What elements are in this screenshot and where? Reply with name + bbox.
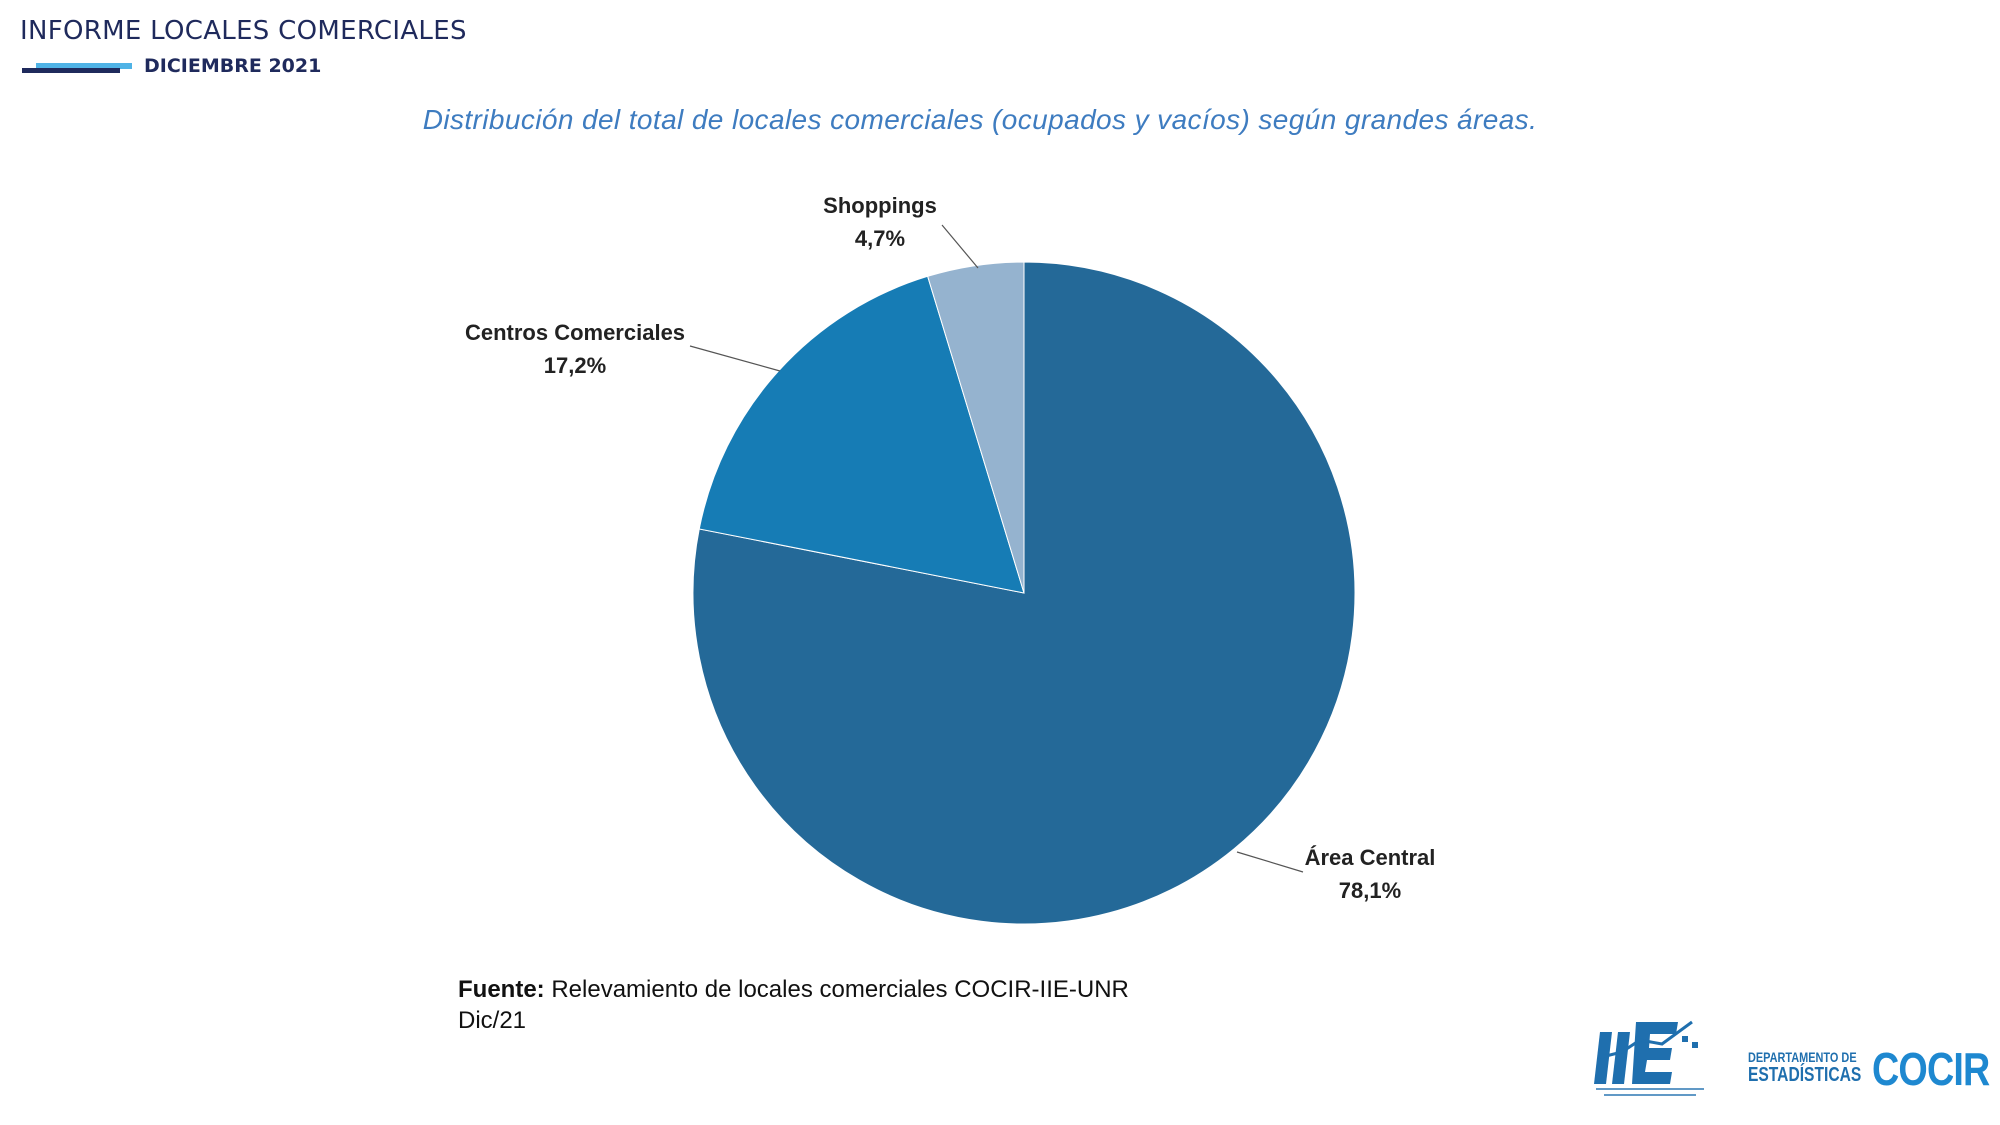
slice-value-label: 78,1% [1339, 878, 1401, 903]
source-text: Relevamiento de locales comerciales COCI… [551, 976, 1129, 1003]
chart-title: Distribución del total de locales comerc… [422, 104, 1538, 135]
header-accent-bar-light [36, 63, 132, 69]
source-date: Dic/21 [458, 1007, 527, 1034]
slice-label: Centros Comerciales [465, 320, 685, 345]
leader-line [689, 345, 781, 372]
report-title: INFORME LOCALES COMERCIALES [20, 16, 467, 46]
slice-label: Área Central [1305, 845, 1436, 870]
cocir-wordmark: COCIR [1872, 1043, 1990, 1095]
slice-value-label: 17,2% [544, 353, 606, 378]
header-accent-bar-dark [22, 68, 120, 73]
iie-logo [1594, 1020, 1704, 1096]
slice-label: Shoppings [823, 193, 937, 218]
leader-line [941, 224, 979, 269]
slice-value-label: 4,7% [855, 226, 905, 251]
department-label: DEPARTAMENTO DE ESTADÍSTICAS [1748, 1049, 1862, 1086]
source-note: Fuente: Relevamiento de locales comercia… [458, 974, 1129, 1036]
source-label: Fuente: [458, 976, 545, 1003]
pie-slice-área-central [692, 261, 1356, 925]
cocir-logo: DEPARTAMENTO DE ESTADÍSTICAS COCIR [1748, 1043, 1990, 1095]
report-date: DICIEMBRE 2021 [144, 55, 322, 77]
leader-line [1236, 851, 1304, 873]
